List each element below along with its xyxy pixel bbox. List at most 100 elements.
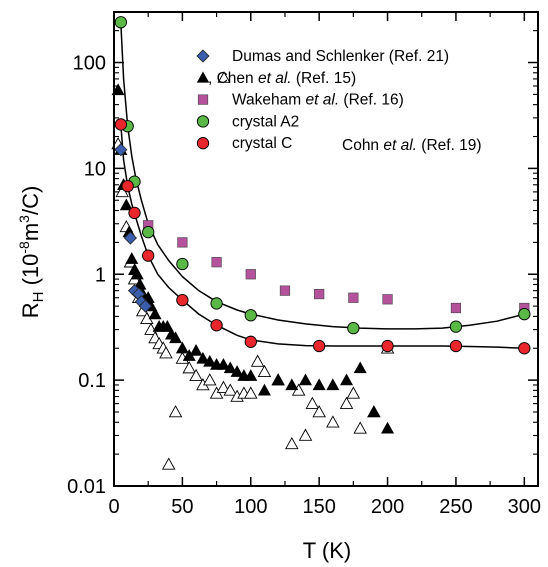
data-point xyxy=(196,351,210,364)
data-point xyxy=(339,396,354,409)
data-point xyxy=(169,331,183,344)
data-point xyxy=(182,361,196,374)
legend-label-crystal-a2: crystal A2 xyxy=(232,113,299,130)
x-tick-label: 0 xyxy=(108,496,119,518)
data-point xyxy=(121,179,134,193)
data-point xyxy=(114,16,127,29)
data-point xyxy=(160,320,174,332)
data-point xyxy=(382,294,393,305)
x-tick-label: 250 xyxy=(439,496,472,518)
data-point xyxy=(176,257,189,271)
data-point xyxy=(285,436,299,450)
data-point xyxy=(223,383,238,396)
data-point xyxy=(161,457,176,470)
data-point xyxy=(326,415,340,428)
data-point xyxy=(353,421,367,434)
data-point xyxy=(257,364,272,377)
x-tick-label: 50 xyxy=(171,496,193,518)
data-point xyxy=(175,341,189,354)
x-tick-label: 300 xyxy=(508,496,541,518)
data-point xyxy=(340,373,354,386)
x-tick-label: 200 xyxy=(371,496,404,518)
data-point xyxy=(244,335,257,348)
data-point xyxy=(114,143,128,157)
series-crystal-a2 xyxy=(114,16,531,335)
data-point xyxy=(367,405,381,418)
data-point xyxy=(142,249,155,262)
x-axis-title: T (K) xyxy=(303,538,351,563)
data-point xyxy=(130,267,144,280)
data-point xyxy=(285,378,299,391)
fit-c-curve xyxy=(120,124,525,350)
y-tick-label: 1 xyxy=(95,264,106,286)
annotation-cohn: Cohn et al. (Ref. 19) xyxy=(342,137,482,154)
y-tick-label: 0.1 xyxy=(78,370,106,392)
data-point xyxy=(216,358,230,370)
data-point xyxy=(449,320,463,333)
plot-frame xyxy=(113,11,539,487)
data-point xyxy=(138,299,153,313)
data-point xyxy=(244,369,258,381)
x-tick-label: 150 xyxy=(302,496,335,518)
y-axis-title: RH (10-8m3/C) xyxy=(16,186,47,319)
data-point xyxy=(176,293,189,307)
data-point xyxy=(125,252,139,264)
y-tick-label: 10 xyxy=(84,158,106,180)
data-point xyxy=(128,206,141,220)
data-point xyxy=(314,288,325,300)
fit-a2-curve xyxy=(120,22,525,330)
data-point xyxy=(449,339,463,353)
legend-label-chen: , Chen et al. (Ref. 15) xyxy=(208,70,356,87)
series-chen-et-al-ref-15- xyxy=(111,83,395,434)
data-point xyxy=(142,225,155,239)
data-point xyxy=(202,373,217,386)
data-point xyxy=(381,421,395,434)
legend-label-dumas: Dumas and Schlenker (Ref. 21) xyxy=(232,48,449,65)
data-point xyxy=(250,354,265,367)
data-point xyxy=(279,285,291,296)
data-point xyxy=(114,118,127,131)
data-point xyxy=(244,309,257,322)
axes: 0 50 100 150 200 250 300 0.01 0.1 1 10 100 xyxy=(67,11,541,518)
series-dumas-and-schlenker-ref-21- xyxy=(114,143,153,313)
legend-marker-dumas xyxy=(196,49,210,63)
y-tick-label: 100 xyxy=(73,53,106,75)
data-point xyxy=(298,428,313,441)
data-point xyxy=(189,368,203,381)
series-crystal-c xyxy=(114,118,531,355)
legend-marker-chen-open xyxy=(217,71,231,83)
legend: Dumas and Schlenker (Ref. 21) , Chen et a… xyxy=(196,48,449,152)
data-point xyxy=(230,365,244,377)
legend-marker-crystal-a2 xyxy=(196,115,210,128)
data-point xyxy=(346,386,361,399)
data-point xyxy=(168,405,183,418)
data-point xyxy=(313,339,326,353)
data-point xyxy=(518,342,531,355)
data-point xyxy=(211,257,222,268)
legend-label-crystal-c: crystal C xyxy=(232,135,292,152)
y-axis-title-text: RH (10-8m3/C) xyxy=(16,186,47,319)
data-point xyxy=(298,373,312,386)
data-point xyxy=(271,373,285,386)
data-point xyxy=(312,378,326,391)
data-point xyxy=(348,292,359,303)
y-tick-label: 0.01 xyxy=(67,476,106,498)
data-point xyxy=(305,396,320,409)
data-point xyxy=(312,405,326,418)
data-point xyxy=(177,237,188,248)
data-point xyxy=(381,339,394,353)
data-points xyxy=(111,16,531,470)
data-point xyxy=(326,378,340,391)
data-point xyxy=(347,321,360,335)
legend-marker-wakeham xyxy=(197,94,209,105)
data-point xyxy=(450,302,462,314)
data-point xyxy=(245,269,256,280)
series-chen-open xyxy=(111,137,395,470)
data-point xyxy=(123,231,137,245)
data-point xyxy=(210,297,223,310)
x-tick-label: 100 xyxy=(234,496,267,518)
data-point xyxy=(353,361,367,374)
legend-label-wakeham: Wakeham et al. (Ref. 16) xyxy=(232,92,404,109)
data-point xyxy=(244,386,258,399)
